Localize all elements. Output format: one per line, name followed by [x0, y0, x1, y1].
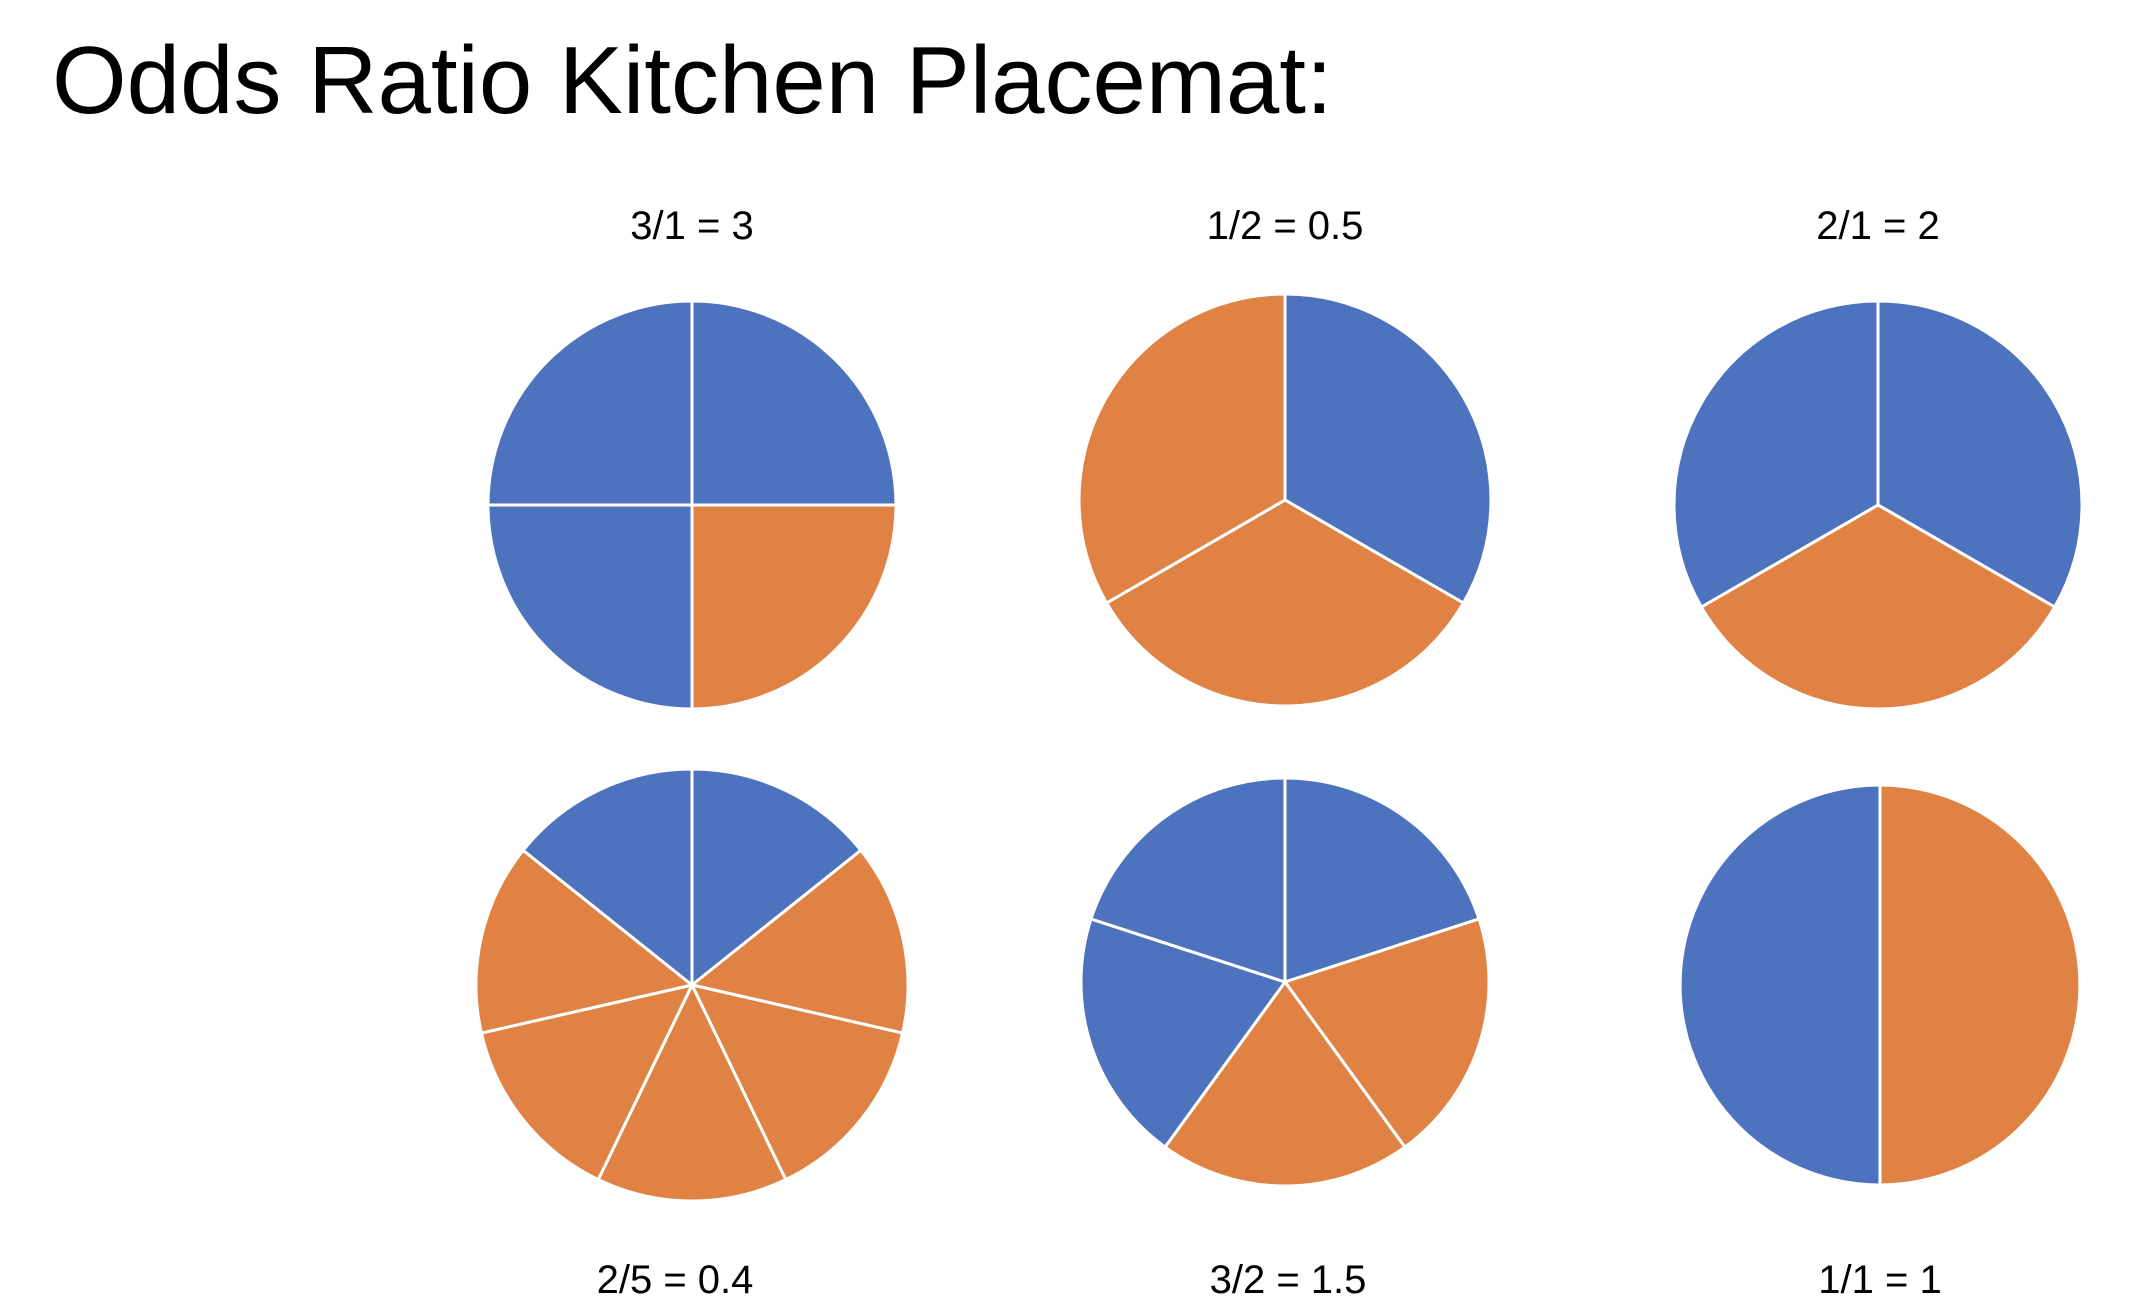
pie-chart-2 [1077, 292, 1493, 708]
pie-slice-blue [486, 299, 694, 507]
pie-slice-blue [690, 299, 898, 507]
pie-chart-1 [486, 299, 898, 711]
pie-slice-blue [1283, 776, 1481, 984]
pie-slice-orange [1878, 783, 2082, 1187]
pie-slice-blue [1079, 917, 1287, 1149]
pie-slice-orange [596, 983, 788, 1203]
pie-chart-6 [1678, 783, 2082, 1187]
pie-slice-blue [1283, 292, 1493, 605]
page-title: Odds Ratio Kitchen Placemat: [52, 27, 1333, 134]
pie-slice-orange [1077, 292, 1287, 605]
pie-slice-blue [521, 767, 694, 987]
pie-label: 1/1 = 1 [1818, 1258, 1942, 1302]
pie-label: 2/1 = 2 [1816, 204, 1940, 248]
pie-slice-blue [1089, 776, 1287, 984]
pie-slice-orange [474, 848, 694, 1035]
pie-slice-blue [1678, 783, 1882, 1187]
pie-slice-blue [1672, 299, 1880, 609]
pie-slice-orange [690, 503, 898, 711]
pie-label: 3/2 = 1.5 [1209, 1258, 1367, 1302]
pie-slice-blue [486, 503, 694, 711]
pie-label: 3/1 = 3 [630, 204, 754, 248]
pie-chart-3 [1672, 299, 2084, 711]
pie-slice-orange [690, 848, 910, 1035]
pie-chart-4 [474, 767, 910, 1203]
pie-label: 2/5 = 0.4 [596, 1258, 754, 1302]
pie-slice-blue [690, 767, 863, 987]
pie-slice-orange [1105, 498, 1465, 708]
pie-slice-orange [690, 983, 905, 1182]
pie-slice-blue [1876, 299, 2084, 609]
pie-chart-5 [1079, 776, 1491, 1188]
pie-slice-orange [479, 983, 694, 1182]
pie-slice-orange [1283, 917, 1491, 1149]
pie-label: 1/2 = 0.5 [1206, 204, 1364, 248]
pie-slice-orange [1163, 980, 1407, 1188]
